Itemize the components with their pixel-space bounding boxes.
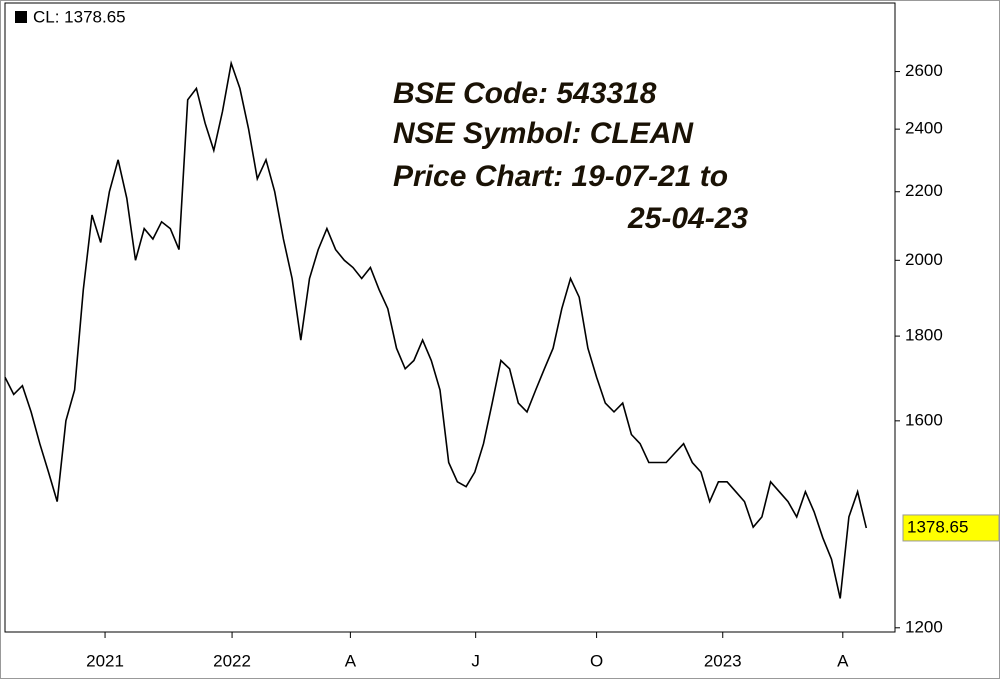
annotation: NSE Symbol: CLEAN	[393, 117, 694, 150]
y-tick-label: 1600	[905, 410, 943, 429]
x-tick-label: J	[471, 651, 480, 670]
legend-swatch	[15, 11, 27, 23]
last-value-box	[902, 514, 1000, 542]
x-tick-label: A	[837, 651, 849, 670]
y-tick-label: 2400	[905, 119, 943, 138]
plot-frame	[4, 2, 896, 633]
y-tick-label: 2600	[905, 61, 943, 80]
price-line	[4, 60, 868, 599]
x-tick-label: 2023	[704, 651, 742, 670]
y-tick-label: 2200	[905, 181, 943, 200]
x-tick-label: 2021	[86, 651, 124, 670]
y-tick-label: 2000	[905, 250, 943, 269]
annotation: Price Chart: 19-07-21 to	[393, 160, 728, 193]
last-value-label: 1378.65	[907, 517, 968, 536]
legend-label: CL: 1378.65	[33, 7, 126, 26]
x-tick-label: A	[345, 651, 357, 670]
annotation: BSE Code: 543318	[393, 77, 657, 110]
x-tick-label: O	[590, 651, 603, 670]
annotation: 25-04-23	[627, 202, 748, 235]
y-tick-label: 1800	[905, 326, 943, 345]
y-tick-label: 1200	[905, 617, 943, 636]
x-tick-label: 2022	[213, 651, 251, 670]
